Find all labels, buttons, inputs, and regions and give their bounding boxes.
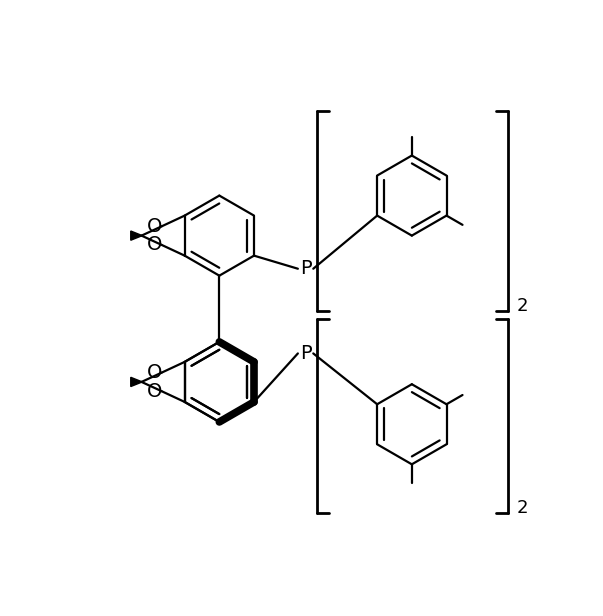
Text: 2: 2: [516, 499, 528, 517]
Text: O: O: [147, 235, 162, 254]
Text: O: O: [147, 382, 162, 400]
Polygon shape: [131, 231, 142, 240]
Text: O: O: [147, 363, 162, 382]
Polygon shape: [131, 377, 142, 387]
Text: O: O: [147, 217, 162, 236]
Text: P: P: [300, 259, 311, 278]
Text: 2: 2: [516, 298, 528, 315]
Text: P: P: [300, 344, 311, 363]
